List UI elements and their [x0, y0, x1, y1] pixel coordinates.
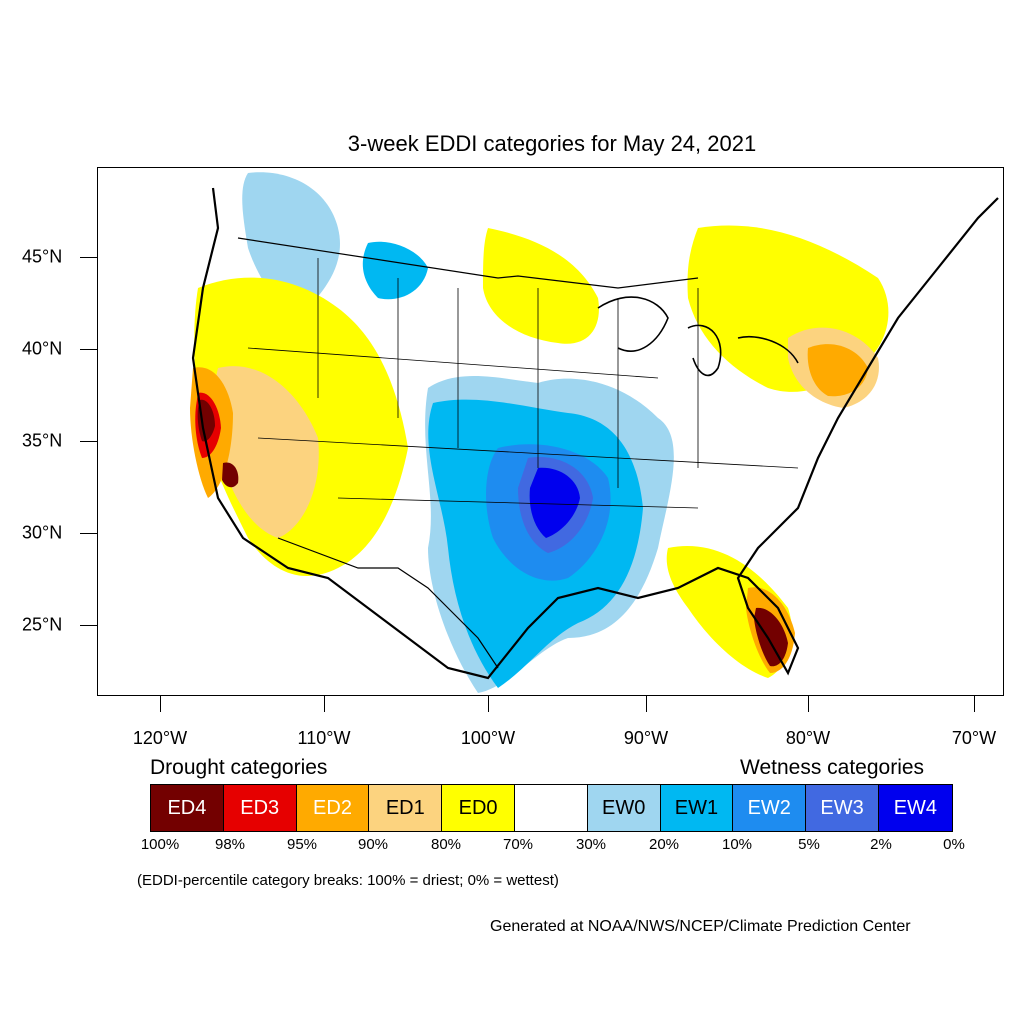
legend-break: 95% [286, 836, 318, 853]
legend-cell-ew3: EW3 [806, 785, 879, 831]
category-note: (EDDI-percentile category breaks: 100% =… [137, 872, 559, 889]
lon-label-110: 110°W [297, 728, 351, 748]
lon-label-100: 100°W [460, 728, 516, 748]
coastline-outline [191, 187, 999, 680]
lat-tick [80, 349, 97, 350]
legend-break: 100% [140, 836, 180, 853]
dry-region-ed1-west [214, 366, 319, 538]
lat-label-45: 45°N [22, 246, 63, 267]
lat-label-40: 40°N [22, 338, 63, 359]
lon-label-70: 70°W [951, 728, 997, 748]
legend-cell-ew0: EW0 [587, 785, 661, 831]
lat-label-25: 25°N [22, 614, 63, 635]
dry-region-ed4-california-south [222, 462, 239, 488]
lat-tick [80, 533, 97, 534]
lat-tick [80, 257, 97, 258]
lat-label-30: 30°N [22, 522, 63, 543]
border-mexico [277, 537, 499, 669]
lon-tick [488, 696, 489, 712]
legend-break: 90% [357, 836, 389, 853]
lon-label-80: 80°W [785, 728, 831, 748]
dry-region-ed0-north [483, 228, 599, 344]
lat-tick [80, 441, 97, 442]
map-panel [97, 167, 1004, 696]
legend-cell-ed2: ED2 [296, 785, 370, 831]
legend-break: 30% [575, 836, 607, 853]
lat-label-35: 35°N [22, 430, 63, 451]
great-lakes-outline [597, 296, 799, 377]
eddi-map [190, 172, 999, 693]
state-lines [247, 258, 799, 509]
lon-tick [808, 696, 809, 712]
legend-break: 70% [502, 836, 534, 853]
wet-region-northwest-core [362, 241, 428, 300]
legend-cell-ew2: EW2 [733, 785, 807, 831]
legend-cell-ew1: EW1 [660, 785, 734, 831]
legend-break: 20% [648, 836, 680, 853]
legend-break: 2% [870, 836, 892, 853]
legend-break: 10% [721, 836, 753, 853]
credit-line: Generated at NOAA/NWS/NCEP/Climate Predi… [490, 918, 911, 935]
legend-cell-ed1: ED1 [369, 785, 443, 831]
dry-region-ed4-california [197, 399, 215, 442]
legend-color-bar: ED4 ED3 ED2 ED1 ED0 EW0 EW1 EW2 EW3 EW4 [150, 784, 953, 832]
dry-region-ed2-northeast [807, 344, 868, 397]
lat-tick [80, 625, 97, 626]
legend-cell-ed4: ED4 [151, 785, 224, 831]
legend-cell-ed0: ED0 [442, 785, 515, 831]
lon-tick [160, 696, 161, 712]
lon-label-120: 120°W [132, 728, 188, 748]
lon-tick [646, 696, 647, 712]
legend-break: 80% [430, 836, 462, 853]
map-title: 3-week EDDI categories for May 24, 2021 [347, 131, 757, 156]
lon-tick [974, 696, 975, 712]
legend-cell-ew4: EW4 [878, 785, 952, 831]
lon-tick [324, 696, 325, 712]
legend-drought-heading: Drought categories [150, 756, 328, 779]
legend-break: 0% [943, 836, 965, 853]
wet-region-ew4 [529, 467, 580, 538]
legend-wetness-heading: Wetness categories [740, 756, 925, 779]
legend-break: 98% [214, 836, 246, 853]
legend-break: 5% [798, 836, 820, 853]
legend-cell-normal [514, 785, 588, 831]
dry-region-ed4-florida [754, 607, 788, 667]
border-canada [237, 237, 699, 289]
legend-cell-ed3: ED3 [223, 785, 297, 831]
lon-label-90: 90°W [623, 728, 669, 748]
